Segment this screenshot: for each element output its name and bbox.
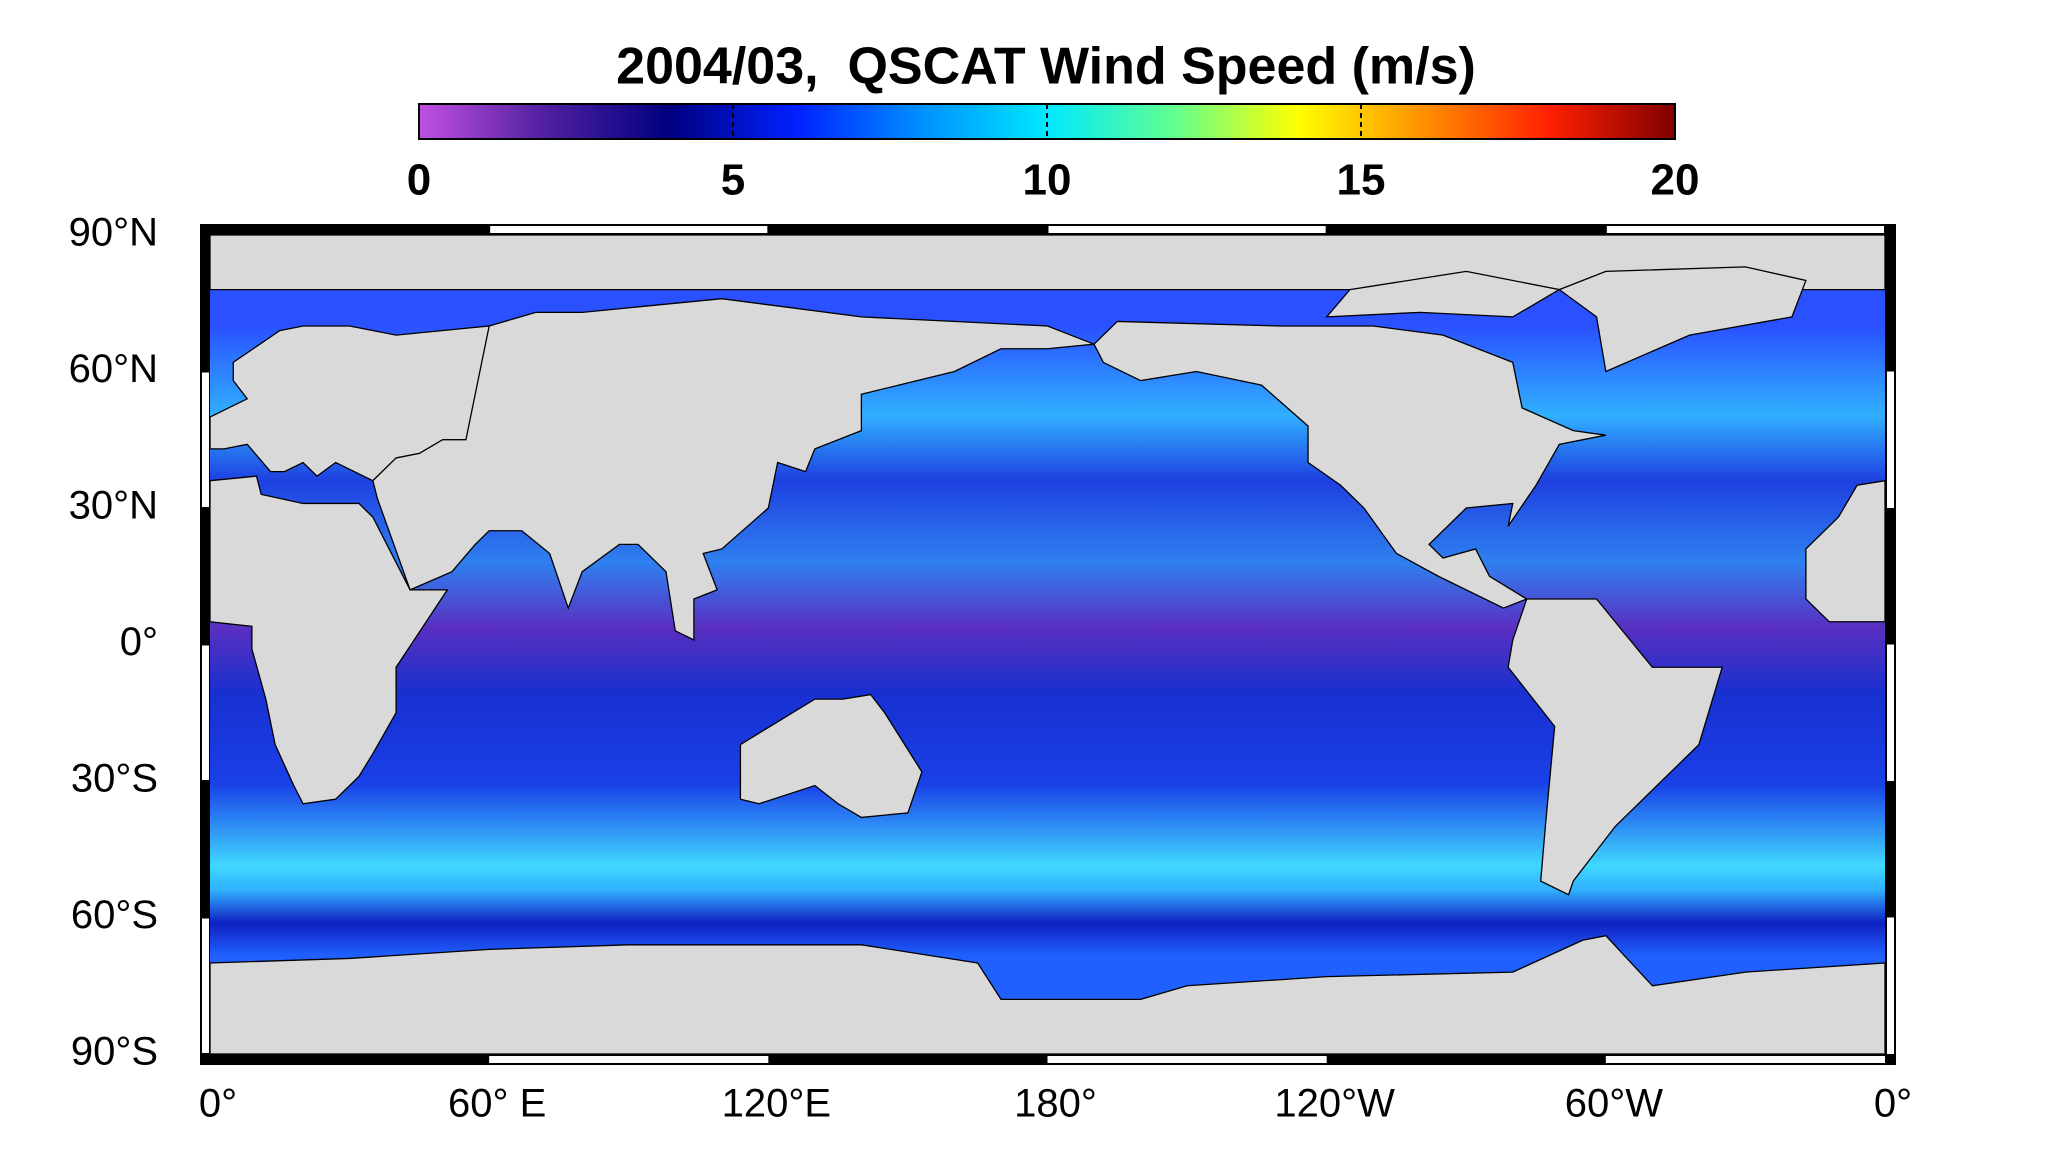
colorbar-tick-label: 5 (721, 156, 745, 205)
x-tick-label: 0° (199, 1082, 237, 1126)
frame-segment (202, 371, 209, 508)
y-tick-label: 90°N (69, 211, 158, 255)
x-tick-label: 60°W (1565, 1082, 1663, 1126)
frame-segment (1605, 226, 1885, 233)
x-tick-label: 120°E (722, 1082, 831, 1126)
y-tick-label: 90°S (71, 1030, 158, 1074)
frame-segment (202, 917, 209, 1054)
frame-segment (1047, 226, 1327, 233)
x-tick-label: 180° (1014, 1082, 1097, 1126)
y-tick-label: 60°N (69, 347, 158, 391)
x-tick-label: 0° (1874, 1082, 1912, 1126)
x-tick-label: 120°W (1274, 1082, 1395, 1126)
frame-segment (489, 1056, 769, 1063)
land (210, 235, 1885, 1054)
frame-segment (489, 226, 769, 233)
y-tick-label: 0° (120, 620, 158, 664)
colorbar-tick-label: 15 (1337, 156, 1386, 205)
colorbar-tick-label: 0 (407, 156, 431, 205)
frame-segment (1887, 371, 1894, 508)
frame-segment (1887, 917, 1894, 1054)
y-tick-label: 30°S (71, 757, 158, 801)
frame-segment (1887, 644, 1894, 781)
colorbar-tick-label: 10 (1023, 156, 1072, 205)
frame-segment (1605, 1056, 1885, 1063)
title: 2004/03, QSCAT Wind Speed (m/s) (616, 38, 1476, 96)
x-tick-label: 60° E (448, 1082, 546, 1126)
colorbar-tick-label: 20 (1651, 156, 1700, 205)
frame-segment (202, 644, 209, 781)
frame-segment (1047, 1056, 1327, 1063)
y-tick-label: 60°S (71, 893, 158, 937)
y-tick-label: 30°N (69, 484, 158, 528)
